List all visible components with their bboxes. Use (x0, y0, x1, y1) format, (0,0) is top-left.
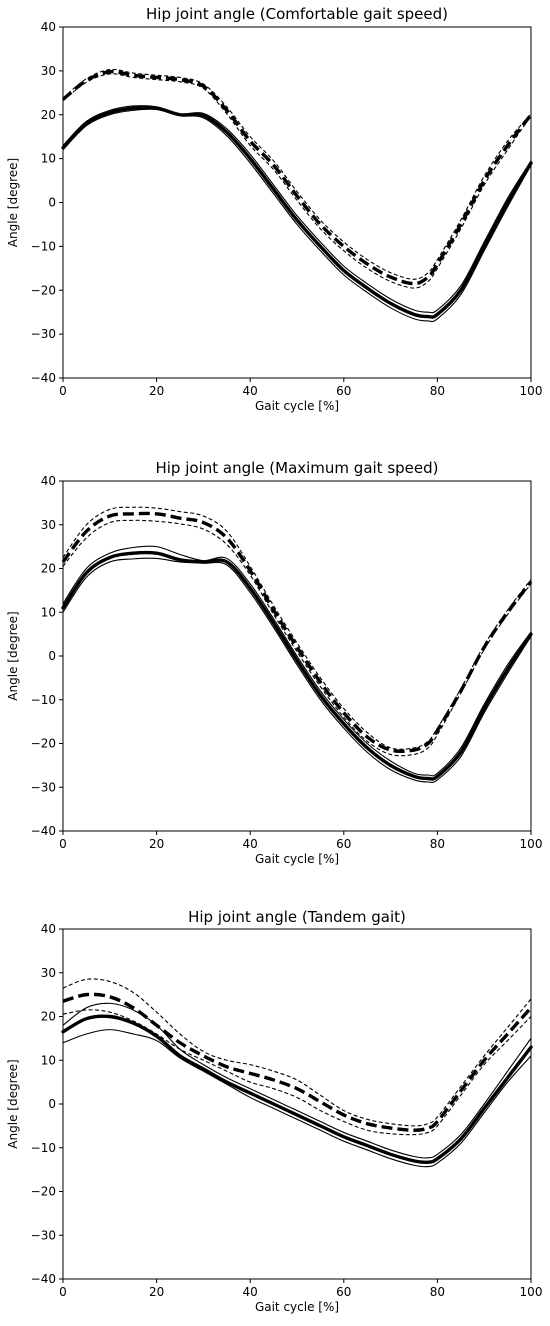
solid-series-line-lower (62, 1029, 532, 1168)
y-tick-label: 0 (48, 649, 56, 663)
y-tick-label: 20 (41, 108, 56, 122)
x-tick-label: 0 (59, 1285, 67, 1299)
dashed-series-line-mean (61, 69, 533, 286)
solid-series-line-upper (62, 105, 532, 314)
solid-series-line-mean (61, 550, 533, 781)
x-tick-label: 40 (243, 384, 258, 398)
x-tick-label: 100 (520, 384, 543, 398)
plot-frame (62, 928, 532, 1280)
y-tick-label: −10 (31, 239, 56, 253)
x-tick-label: 80 (430, 384, 445, 398)
y-tick-label: 40 (41, 20, 56, 34)
x-tick-label: 60 (336, 1285, 351, 1299)
x-axis-label: Gait cycle [%] (255, 852, 339, 866)
solid-series-line-upper (62, 545, 532, 777)
y-tick-label: 20 (41, 562, 56, 576)
solid-series-line-mean (61, 105, 533, 319)
solid-series-line-lower (62, 108, 532, 323)
dashed-series-line-upper (62, 68, 532, 280)
y-axis-label: Angle [degree] (6, 1059, 20, 1148)
x-tick-label: 0 (59, 837, 67, 851)
chart-title: Hip joint angle (Maximum gait speed) (155, 459, 438, 477)
x-tick-label: 40 (243, 837, 258, 851)
y-tick-label: −10 (31, 1141, 56, 1155)
x-axis-label: Gait cycle [%] (255, 399, 339, 413)
x-tick-label: 80 (430, 837, 445, 851)
y-tick-label: 30 (41, 966, 56, 980)
y-tick-label: 10 (41, 1053, 56, 1067)
x-tick-label: 60 (336, 837, 351, 851)
chart-panel-2: Hip joint angle (Maximum gait speed) 0 20 4… (6, 459, 542, 866)
y-tick-label: 10 (41, 152, 56, 166)
dashed-series-line-upper (62, 506, 532, 750)
x-tick-label: 40 (243, 1285, 258, 1299)
x-tick-label: 20 (149, 837, 164, 851)
y-tick-label: −30 (31, 1228, 56, 1242)
y-tick-label: 30 (41, 518, 56, 532)
plot-frame (62, 26, 532, 379)
chart-title: Hip joint angle (Comfortable gait speed) (146, 5, 448, 23)
dashed-series-line-lower (62, 73, 532, 289)
x-axis-label: Gait cycle [%] (255, 1300, 339, 1314)
y-tick-label: −40 (31, 371, 56, 385)
dashed-series-line-upper (62, 978, 532, 1127)
y-tick-label: −20 (31, 1185, 56, 1199)
x-tick-label: 100 (520, 837, 543, 851)
x-tick-label: 80 (430, 1285, 445, 1299)
x-tick-label: 60 (336, 384, 351, 398)
chart-title: Hip joint angle (Tandem gait) (188, 908, 406, 926)
y-tick-label: 30 (41, 64, 56, 78)
x-tick-label: 0 (59, 384, 67, 398)
chart-panel-1: Hip joint angle (Comfortable gait speed)… (6, 5, 542, 413)
y-tick-label: 40 (41, 474, 56, 488)
y-tick-label: 10 (41, 605, 56, 619)
y-tick-label: −40 (31, 824, 56, 838)
series-group (61, 506, 533, 784)
series-group (61, 978, 533, 1168)
y-tick-label: 0 (48, 196, 56, 210)
solid-series-line-upper (62, 1002, 532, 1159)
y-tick-label: 20 (41, 1010, 56, 1024)
dashed-series-line-lower (62, 519, 532, 757)
y-tick-label: −20 (31, 283, 56, 297)
y-tick-label: −30 (31, 327, 56, 341)
y-tick-label: 0 (48, 1097, 56, 1111)
dashed-series-line-mean (61, 511, 533, 754)
dashed-series-line-mean (62, 992, 533, 1132)
x-tick-label: 20 (149, 384, 164, 398)
x-tick-label: 20 (149, 1285, 164, 1299)
solid-series-line-mean (61, 1014, 533, 1165)
y-tick-label: −30 (31, 780, 56, 794)
y-tick-label: −10 (31, 693, 56, 707)
solid-series-line-lower (62, 557, 532, 784)
chart-panel-3: Hip joint angle (Tandem gait) 0 20 40 60 80 10… (6, 908, 542, 1314)
y-tick-label: −40 (31, 1272, 56, 1286)
y-axis-label: Angle [degree] (6, 158, 20, 247)
y-tick-label: 40 (41, 922, 56, 936)
y-tick-label: −20 (31, 737, 56, 751)
series-group (61, 68, 533, 323)
y-axis-label: Angle [degree] (6, 611, 20, 700)
dashed-series-line-lower (62, 1009, 532, 1136)
x-tick-label: 100 (520, 1285, 543, 1299)
